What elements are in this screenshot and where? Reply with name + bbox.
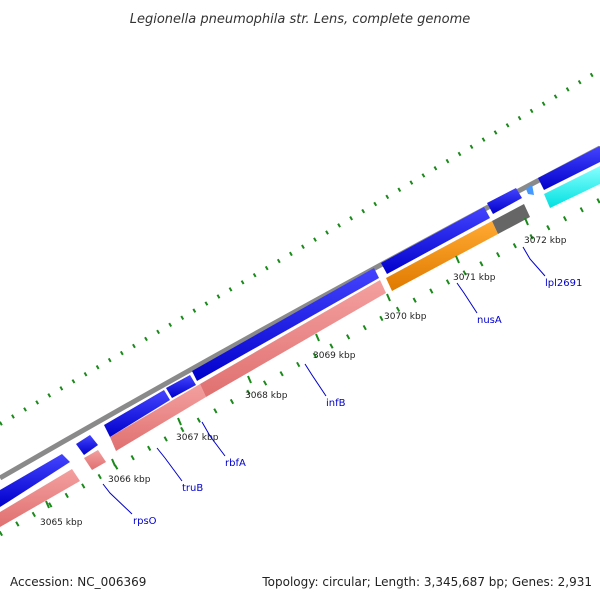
reverse-cds-2[interactable]	[84, 450, 106, 470]
inner-minor-ticks	[0, 197, 600, 537]
forward-strand-features	[0, 146, 600, 507]
leader-infB	[304, 363, 327, 397]
forward-cds-7[interactable]	[487, 188, 522, 214]
major-tick-3070	[386, 293, 391, 302]
outer-minor-ticks	[0, 68, 600, 426]
gene-label-rpsO[interactable]: rpsO	[133, 516, 157, 527]
reverse-strand-features	[0, 166, 600, 527]
kbp-label-3072: 3072 kbp	[524, 236, 567, 246]
reverse-cds-1[interactable]	[0, 469, 80, 527]
kbp-scale: 3065 kbp 3066 kbp 3067 kbp 3068 kbp 3069…	[40, 217, 567, 528]
gene-label-infB[interactable]: infB	[326, 398, 346, 409]
topology-summary: Topology: circular; Length: 3,345,687 bp…	[261, 575, 592, 589]
leader-truB	[156, 447, 183, 482]
kbp-label-3069: 3069 kbp	[313, 351, 356, 361]
kbp-label-3070: 3070 kbp	[384, 312, 427, 322]
reverse-cds-3[interactable]	[110, 384, 206, 451]
major-tick-3066	[111, 458, 116, 467]
forward-cds-8[interactable]	[538, 146, 600, 190]
forward-cds-5[interactable]	[192, 268, 379, 381]
major-tick-3072	[524, 217, 529, 226]
major-tick-3071	[455, 255, 460, 264]
major-tick-3067	[177, 417, 182, 426]
accession-text: Accession: NC_006369	[10, 575, 146, 589]
forward-cds-small-light[interactable]	[526, 184, 534, 195]
forward-cds-2[interactable]	[76, 435, 98, 455]
leader-rbfA	[201, 421, 226, 457]
gene-label-nusA[interactable]: nusA	[477, 315, 502, 326]
major-tick-3069	[315, 333, 320, 342]
major-tick-3068	[247, 375, 252, 384]
leader-nusA	[456, 282, 478, 314]
gene-label-lpl2691[interactable]: lpl2691	[545, 278, 582, 289]
reverse-cds-cyan[interactable]	[544, 166, 600, 208]
forward-cds-6[interactable]	[381, 207, 490, 274]
kbp-label-3066: 3066 kbp	[108, 475, 151, 485]
forward-cds-4[interactable]	[166, 375, 196, 398]
forward-cds-3[interactable]	[104, 390, 170, 437]
reverse-cds-gray[interactable]	[492, 204, 530, 234]
gene-label-leaders	[102, 246, 546, 515]
leader-rpsO	[102, 483, 133, 515]
kbp-label-3071: 3071 kbp	[453, 273, 496, 283]
major-tick-3065	[45, 500, 50, 509]
kbp-label-3065: 3065 kbp	[40, 518, 83, 528]
reverse-cds-orange[interactable]	[386, 221, 498, 291]
reverse-cds-4[interactable]	[200, 280, 386, 397]
gene-label-truB[interactable]: truB	[182, 483, 203, 494]
leader-lpl2691	[522, 246, 546, 277]
kbp-label-3068: 3068 kbp	[245, 391, 288, 401]
gene-label-rbfA[interactable]: rbfA	[225, 458, 246, 469]
kbp-label-3067: 3067 kbp	[176, 433, 219, 443]
forward-cds-1[interactable]	[0, 454, 70, 507]
map-title: Legionella pneumophila str. Lens, comple…	[130, 12, 471, 27]
gene-labels: rpsO truB rbfA infB nusA lpl2691	[133, 278, 582, 527]
